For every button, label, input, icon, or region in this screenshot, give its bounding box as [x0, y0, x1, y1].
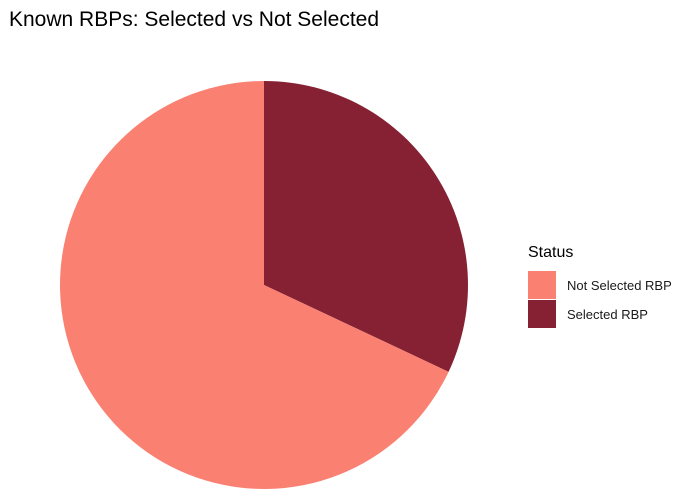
pie-slice-selected-rbp [264, 81, 468, 372]
legend: Status Not Selected RBP Selected RBP [528, 244, 672, 329]
chart-title: Known RBPs: Selected vs Not Selected [9, 8, 380, 31]
legend-item-selected: Selected RBP [528, 300, 672, 328]
legend-swatch-not-selected [528, 271, 556, 299]
pie-slice-not-selected-rbp [59, 80, 449, 490]
legend-swatch-selected [528, 300, 556, 328]
legend-title: Status [528, 244, 574, 261]
legend-label-selected: Selected RBP [567, 306, 648, 322]
legend-item-not-selected: Not Selected RBP [528, 271, 672, 299]
legend-label-not-selected: Not Selected RBP [567, 277, 672, 293]
